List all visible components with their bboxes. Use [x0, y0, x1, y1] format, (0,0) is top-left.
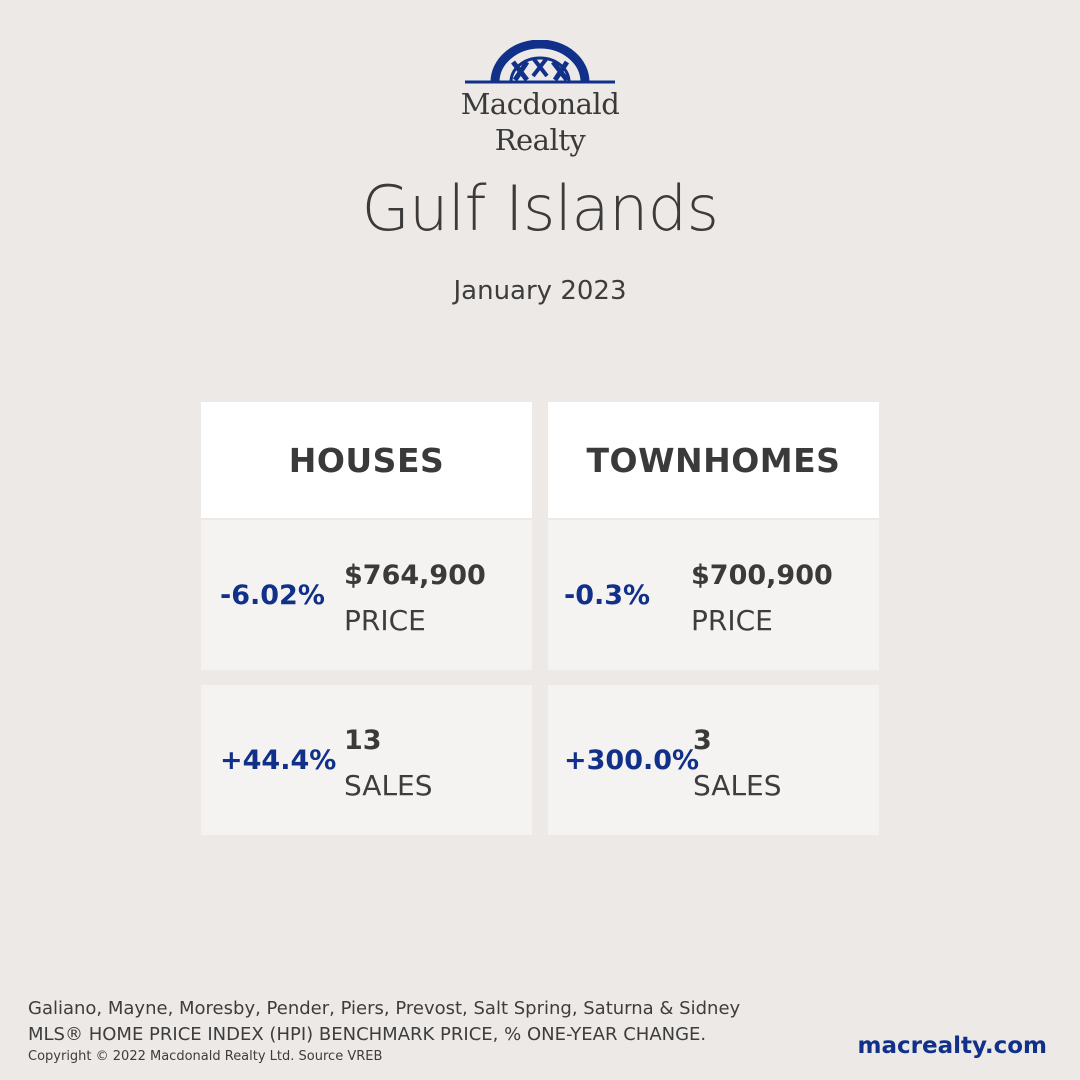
footer-copyright: Copyright © 2022 Macdonald Realty Ltd. S…: [28, 1049, 383, 1064]
website-link[interactable]: macrealty.com: [857, 1033, 1047, 1059]
townhomes-price-label: PRICE: [691, 604, 773, 637]
townhomes-sales-value: 3: [693, 725, 712, 756]
brand-logo: Macdonald Realty: [0, 40, 1080, 158]
page-title: Gulf Islands: [361, 172, 719, 245]
townhomes-price-value: $700,900: [691, 560, 833, 591]
footer-areas: Galiano, Mayne, Moresby, Pender, Piers, …: [28, 998, 741, 1019]
houses-price-value: $764,900: [344, 560, 486, 591]
townhomes-price-card: -0.3% $700,900 PRICE: [548, 520, 879, 670]
townhomes-sales-card: +300.0% 3 SALES: [548, 685, 879, 835]
houses-price-label: PRICE: [344, 604, 426, 637]
townhomes-heading: TOWNHOMES: [548, 402, 879, 518]
houses-price-card: -6.02% $764,900 PRICE: [201, 520, 532, 670]
houses-heading: HOUSES: [201, 402, 532, 518]
footer-index-note: MLS® HOME PRICE INDEX (HPI) BENCHMARK PR…: [28, 1024, 707, 1045]
houses-sales-label: SALES: [344, 769, 433, 802]
brand-wordmark-line-1: Macdonald: [460, 87, 620, 121]
townhomes-price-change: -0.3%: [564, 579, 651, 611]
macdonald-realty-emblem-icon: [465, 40, 615, 84]
brand-wordmark: Macdonald Realty: [0, 86, 1080, 158]
brand-wordmark-line-2: Realty: [494, 123, 586, 157]
houses-price-change: -6.02%: [220, 579, 325, 611]
houses-sales-card: +44.4% 13 SALES: [201, 685, 532, 835]
townhomes-sales-change: +300.0%: [564, 744, 700, 776]
houses-sales-value: 13: [344, 725, 382, 756]
houses-sales-change: +44.4%: [220, 744, 337, 776]
report-period: January 2023: [453, 276, 627, 306]
townhomes-sales-label: SALES: [693, 769, 782, 802]
